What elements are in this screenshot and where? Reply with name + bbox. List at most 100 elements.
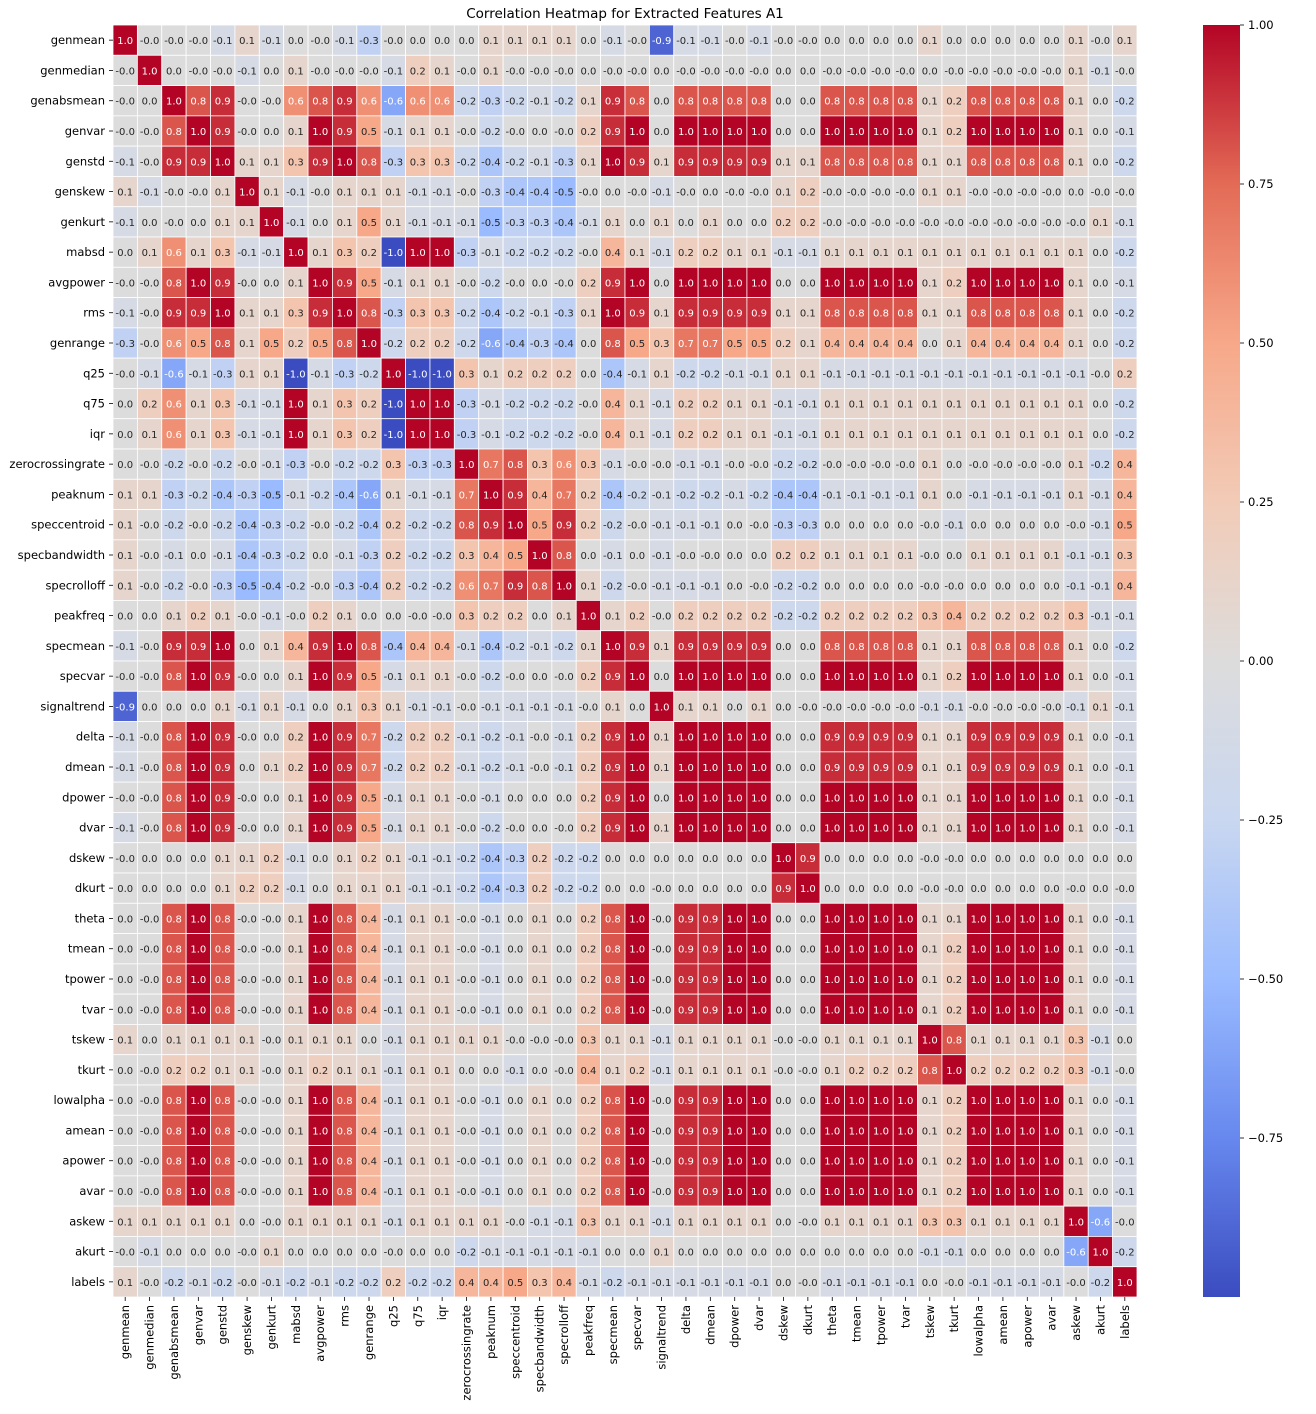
- cell-value-label: 1.0: [727, 1096, 743, 1107]
- y-tick-label: specvar: [60, 669, 106, 683]
- cell-value-label: 0.0: [1092, 642, 1108, 653]
- cell-value-label: -0.0: [822, 218, 842, 229]
- cell-value-label: 0.0: [800, 945, 816, 956]
- cell-value-label: 0.0: [117, 945, 133, 956]
- cell-value-label: 0.9: [337, 278, 353, 289]
- cell-value-label: 0.0: [1092, 824, 1108, 835]
- cell-value-label: -0.0: [384, 36, 404, 47]
- cell-value-label: 0.0: [849, 884, 865, 895]
- cell-value-label: 0.8: [166, 1157, 182, 1168]
- x-tick-label: mabsd: [289, 1305, 303, 1344]
- heatmap-cell: [1087, 478, 1114, 510]
- cell-value-label: -0.0: [237, 1005, 257, 1016]
- cell-value-label: -0.1: [384, 127, 404, 138]
- cell-value-label: -0.0: [506, 127, 526, 138]
- cell-value-label: -0.1: [310, 1278, 330, 1289]
- cell-value-label: 0.1: [337, 884, 353, 895]
- cell-value-label: 0.1: [971, 400, 987, 411]
- heatmap-cell: [1063, 509, 1089, 541]
- heatmap-cell: [795, 145, 821, 177]
- cell-value-label: 0.9: [507, 581, 523, 592]
- cell-value-label: -0.1: [1115, 975, 1135, 986]
- cell-value-label: -0.1: [822, 1278, 842, 1289]
- cell-value-label: -0.0: [237, 1157, 257, 1168]
- cell-value-label: 0.0: [483, 1066, 499, 1077]
- cell-value-label: 0.9: [897, 733, 913, 744]
- cell-value-label: -0.1: [432, 490, 452, 501]
- heatmap-cell: [575, 176, 602, 208]
- cell-value-label: -0.1: [408, 884, 428, 895]
- cell-value-label: 0.0: [995, 854, 1011, 865]
- cell-value-label: -0.0: [847, 66, 867, 77]
- heatmap-cell: [380, 24, 406, 56]
- cell-value-label: -0.1: [481, 1126, 501, 1137]
- cell-value-label: 1.0: [849, 1157, 865, 1168]
- cell-value-label: -0.0: [310, 36, 330, 47]
- heatmap-cell: [307, 297, 333, 329]
- cell-value-label: 0.0: [629, 884, 645, 895]
- cell-value-label: 0.8: [849, 642, 865, 653]
- cell-value-label: 0.0: [702, 884, 718, 895]
- heatmap-cell: [332, 145, 358, 177]
- cell-value-label: 0.2: [946, 945, 962, 956]
- colorbar: [1203, 25, 1240, 1297]
- cell-value-label: 0.0: [776, 1157, 792, 1168]
- heatmap-cell: [941, 509, 967, 541]
- heatmap-cell: [722, 145, 748, 177]
- cell-value-label: -0.0: [1042, 66, 1062, 77]
- cell-value-label: 0.2: [678, 612, 694, 623]
- cell-value-label: 1.0: [824, 278, 840, 289]
- heatmap-cell: [770, 660, 797, 692]
- cell-value-label: 0.1: [922, 430, 938, 441]
- cell-value-label: 1.0: [312, 1126, 328, 1137]
- cell-value-label: 1.0: [239, 188, 255, 199]
- cell-value-label: -0.1: [530, 1248, 550, 1259]
- cell-value-label: 0.1: [1068, 975, 1084, 986]
- cell-value-label: -0.0: [140, 309, 160, 320]
- cell-value-label: -0.1: [701, 581, 721, 592]
- cell-value-label: 0.0: [1092, 1157, 1108, 1168]
- cell-value-label: 0.1: [410, 1005, 426, 1016]
- cell-value-label: 1.0: [1019, 1005, 1035, 1016]
- cell-value-label: 0.0: [800, 824, 816, 835]
- cell-value-label: 1.0: [337, 309, 353, 320]
- cell-value-label: -0.0: [457, 824, 477, 835]
- cell-value-label: -0.0: [652, 1126, 672, 1137]
- heatmap-cell: [1087, 357, 1114, 389]
- cell-value-label: -0.1: [432, 218, 452, 229]
- cell-value-label: 0.9: [215, 824, 231, 835]
- heatmap-cell: [405, 388, 431, 420]
- cell-value-label: 1.0: [897, 824, 913, 835]
- cell-value-label: 0.9: [605, 672, 621, 683]
- heatmap-cell: [819, 448, 845, 480]
- cell-value-label: 0.2: [824, 612, 840, 623]
- cell-value-label: -0.0: [1091, 369, 1111, 380]
- cell-value-label: -0.1: [1115, 612, 1135, 623]
- heatmap-cell: [478, 266, 504, 298]
- heatmap-cell: [356, 176, 382, 208]
- cell-value-label: 0.7: [483, 581, 499, 592]
- cell-value-label: 1.0: [1044, 1157, 1060, 1168]
- cell-value-label: 0.0: [1019, 36, 1035, 47]
- cell-value-label: 0.2: [995, 612, 1011, 623]
- cell-value-label: -0.1: [652, 1066, 672, 1077]
- heatmap-cell: [1039, 145, 1065, 177]
- cell-value-label: 0.0: [142, 884, 158, 895]
- cell-value-label: 0.9: [629, 157, 645, 168]
- x-tick-label: genskew: [240, 1305, 254, 1355]
- cell-value-label: -0.3: [457, 248, 477, 259]
- cell-value-label: -0.1: [652, 248, 672, 259]
- x-tick-label: genabsmean: [167, 1305, 181, 1380]
- heatmap-cell: [161, 327, 187, 359]
- heatmap-cell: [990, 54, 1016, 86]
- heatmap-cell: [283, 569, 309, 601]
- cell-value-label: -0.1: [725, 369, 745, 380]
- heatmap-cell: [990, 448, 1016, 480]
- cell-value-label: -0.0: [189, 460, 209, 471]
- cell-value-label: -0.1: [432, 854, 452, 865]
- cell-value-label: 0.2: [702, 248, 718, 259]
- cell-value-label: -0.0: [896, 188, 916, 199]
- cell-value-label: -0.0: [652, 1187, 672, 1198]
- cell-value-label: 0.0: [751, 1248, 767, 1259]
- cell-value-label: 0.1: [288, 1217, 304, 1228]
